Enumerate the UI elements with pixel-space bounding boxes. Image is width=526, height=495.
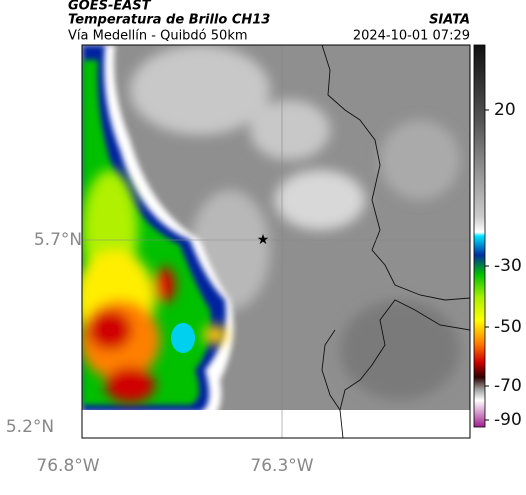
source: SIATA: [429, 13, 470, 28]
lon-label: 76.3°W: [250, 456, 313, 476]
colorbar-tick-label: -90: [494, 410, 522, 430]
colorbar-tick-label: -70: [494, 376, 522, 396]
map-image: [82, 45, 470, 438]
boundaries: [321, 45, 470, 438]
subtitle: Vía Medellín - Quibdó 50km: [68, 29, 248, 44]
timestamp: 2024-10-01 07:29: [353, 29, 470, 44]
colorbar-tick-label: 20: [494, 100, 516, 120]
lat-label: 5.7°N: [34, 230, 82, 250]
lat-label: 5.2°N: [6, 417, 54, 437]
colorbar: [473, 44, 486, 428]
colorbar-tick-label: -30: [494, 256, 522, 276]
lon-label: 76.8°W: [36, 456, 99, 476]
city-marker: ★: [257, 232, 270, 248]
colorbar-tick-label: -50: [494, 317, 522, 337]
title: Temperatura de Brillo CH13: [68, 13, 270, 28]
map-frame: [81, 44, 471, 439]
satellite: GOES-EAST: [68, 0, 152, 14]
